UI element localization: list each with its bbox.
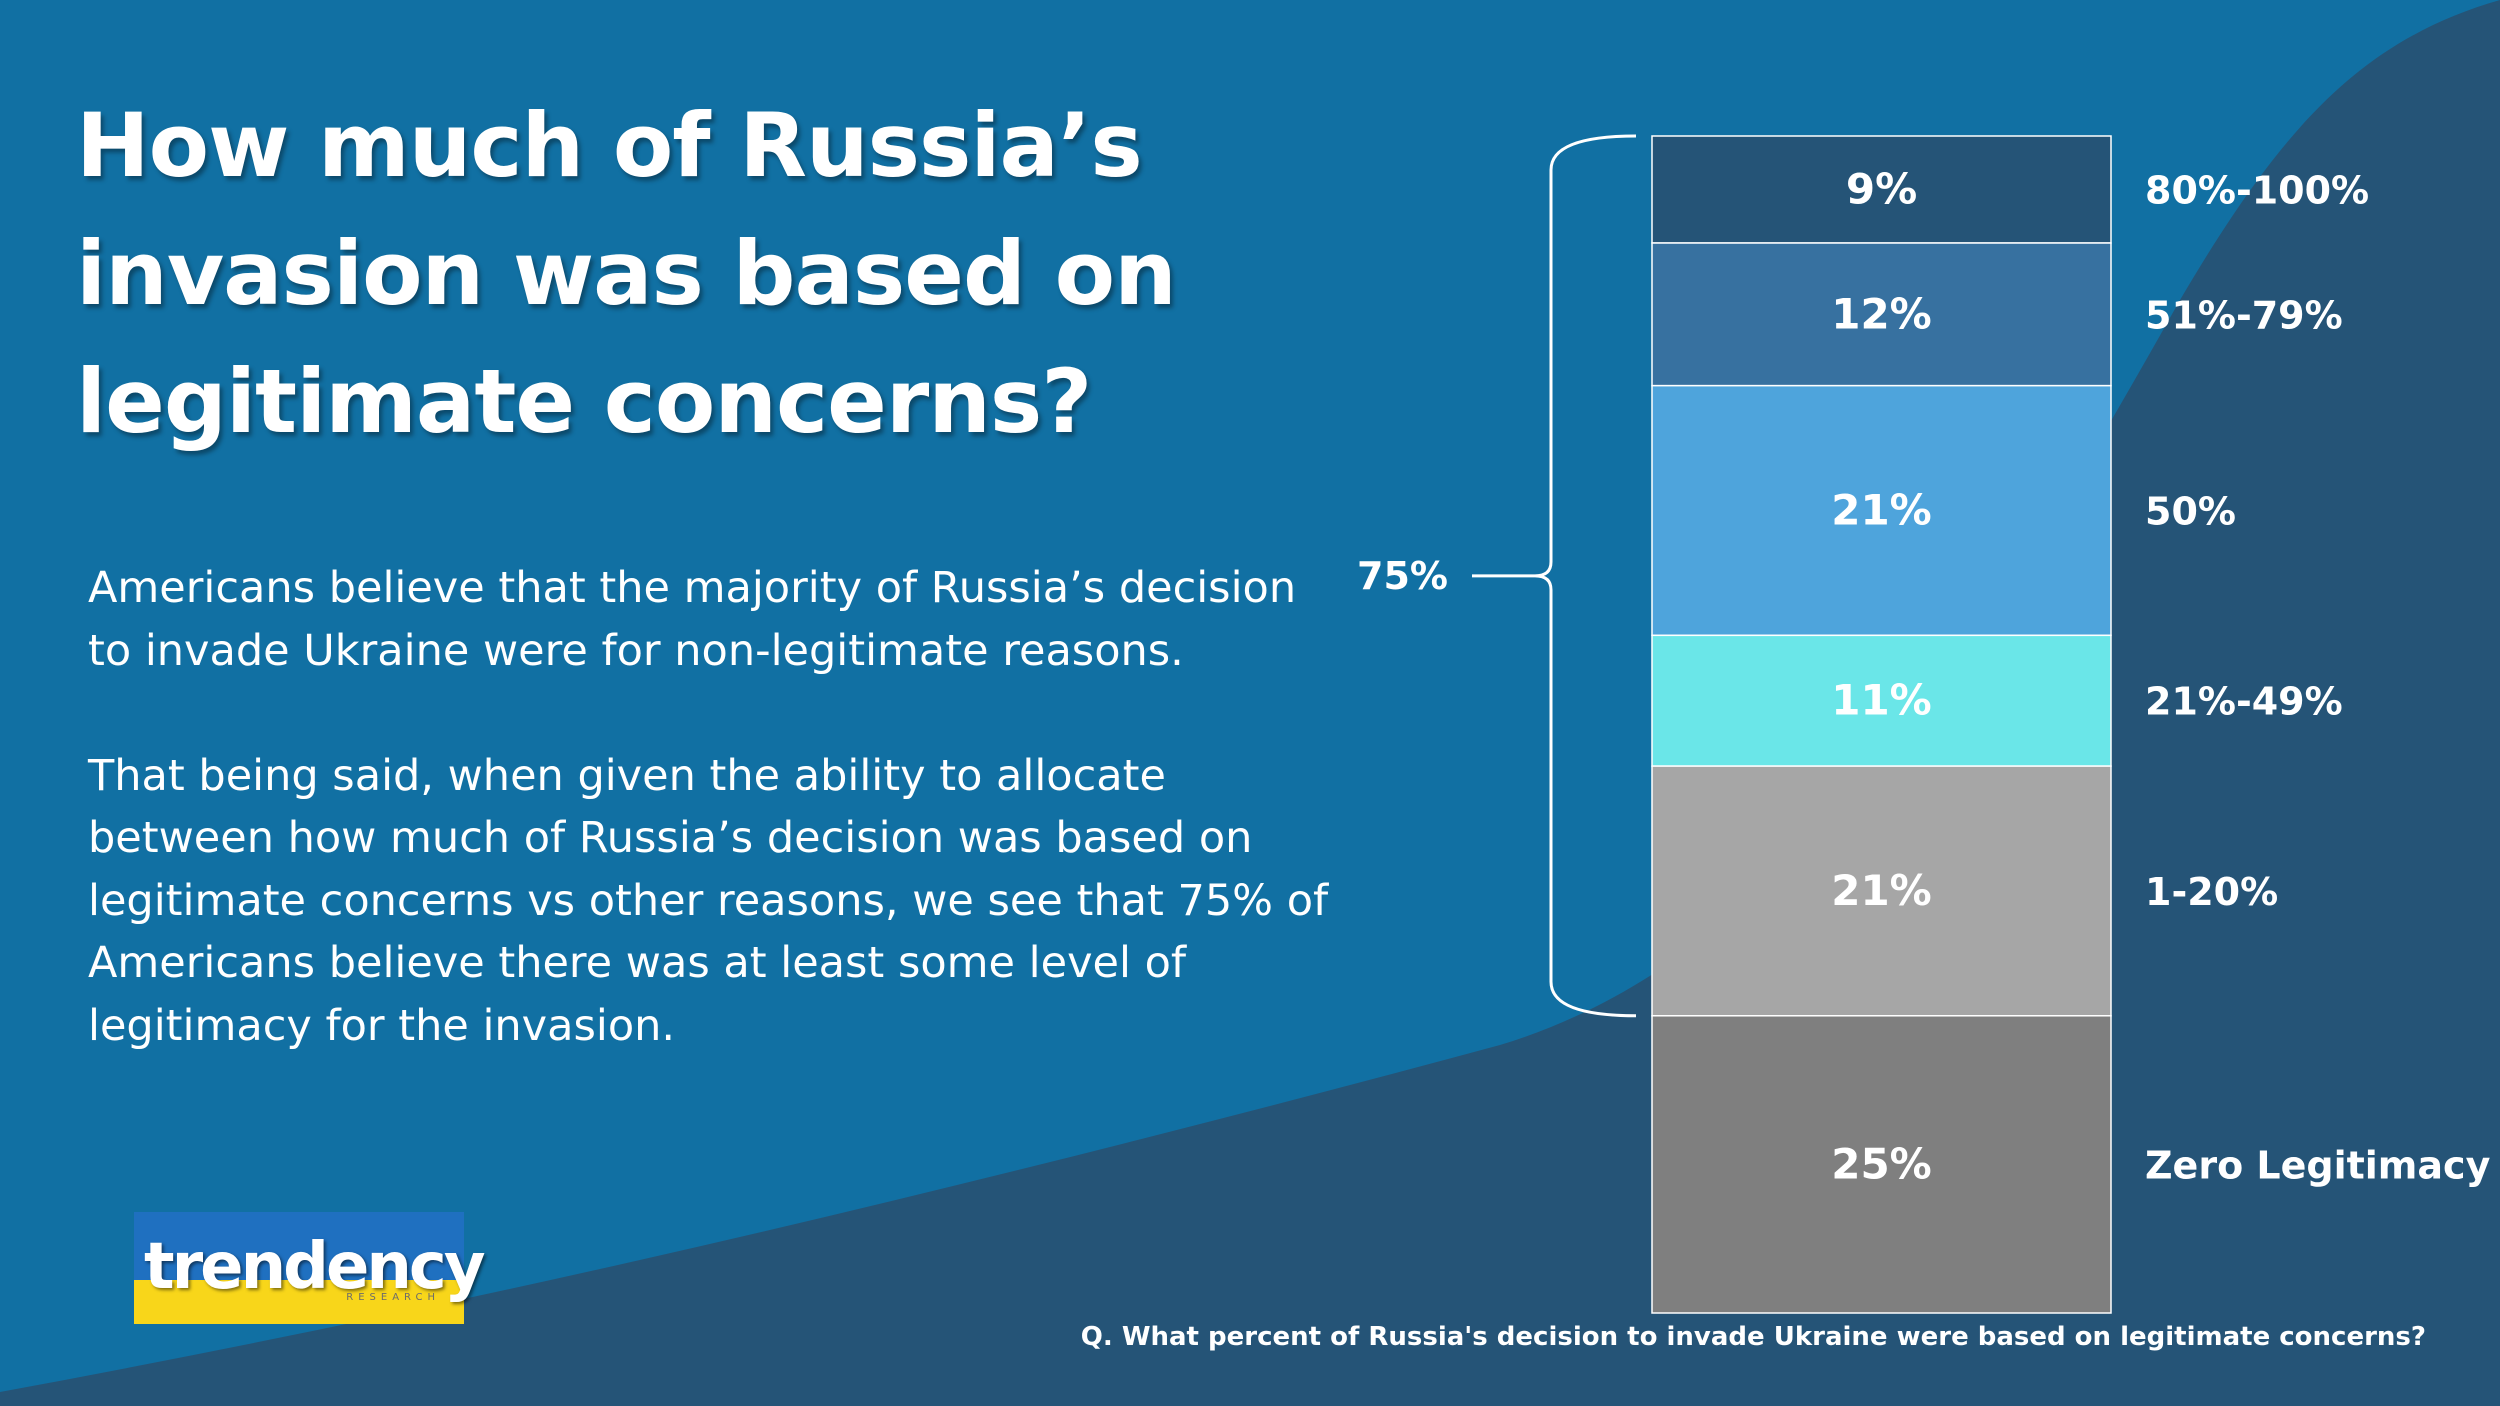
bracket-75-percent <box>1472 134 1637 1018</box>
trendency-logo: trendency RESEARCH <box>134 1212 486 1324</box>
bar-segment-50 <box>1651 384 2112 637</box>
category-label-51-79: 51%-79% <box>2145 293 2343 337</box>
title-line: invasion was based on <box>76 222 1177 325</box>
logo-wordmark: trendency <box>144 1230 486 1304</box>
bar-segment-51-79 <box>1651 242 2112 387</box>
data-label-50: 21% <box>1831 486 1932 535</box>
data-label-21-49: 11% <box>1831 676 1932 725</box>
bar-segment-zero-legitimacy <box>1651 1015 2112 1314</box>
summary-paragraph-1: Americans believe that the majority of R… <box>88 563 1297 676</box>
page-title: How much of Russia’s invasion was based … <box>76 82 1177 466</box>
logo-blue-band <box>134 1212 464 1280</box>
title-line: How much of Russia’s <box>76 94 1143 197</box>
title-line: legitimate concerns? <box>76 350 1092 453</box>
bracket-label: 75% <box>1357 554 1448 598</box>
category-label-zero-legitimacy: Zero Legitimacy <box>2145 1143 2491 1187</box>
category-label-80-100: 80%-100% <box>2145 169 2369 213</box>
summary-paragraph-2: That being said, when given the ability … <box>88 750 1329 1051</box>
data-label-51-79: 12% <box>1831 289 1932 338</box>
bar-segment-80-100 <box>1651 135 2112 244</box>
bar-segment-1-20 <box>1651 765 2112 1017</box>
category-label-1-20: 1-20% <box>2145 870 2278 914</box>
logo-yellow-band <box>134 1280 464 1324</box>
data-label-zero-legitimacy: 25% <box>1831 1139 1932 1188</box>
data-label-1-20: 21% <box>1831 866 1932 915</box>
category-label-50: 50% <box>2145 490 2236 534</box>
logo-subtitle: RESEARCH <box>346 1292 440 1303</box>
data-label-80-100: 9% <box>1846 165 1917 214</box>
summary-text: Americans believe that the majority of R… <box>88 557 1348 1057</box>
category-label-21-49: 21%-49% <box>2145 680 2343 724</box>
survey-question: Q. What percent of Russia's decision to … <box>1080 1322 2426 1352</box>
